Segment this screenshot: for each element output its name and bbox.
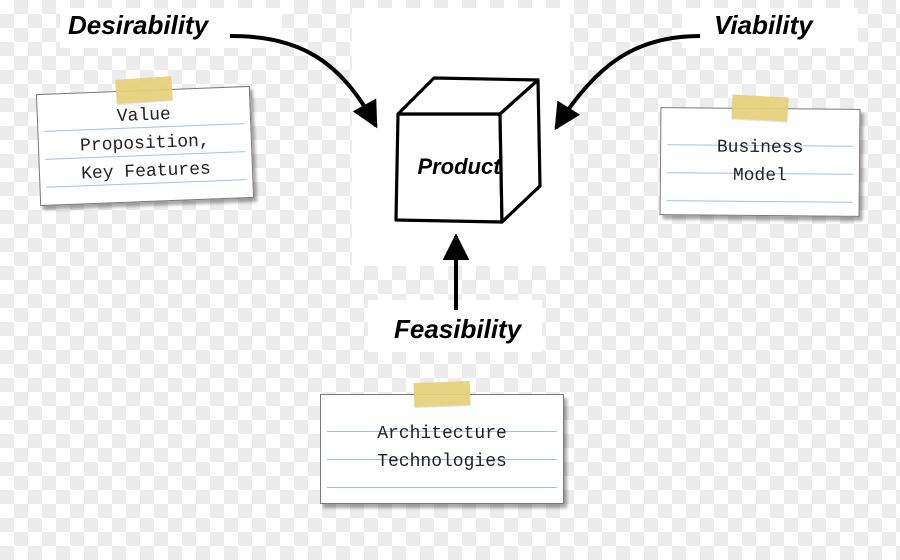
tape-icon — [115, 76, 173, 104]
card-line: Architecture — [331, 421, 553, 449]
feasibility-card: Architecture Technologies — [320, 394, 564, 504]
arrow-desirability — [230, 36, 376, 126]
card-line: Key Features — [50, 155, 243, 190]
tape-icon — [731, 95, 788, 122]
card-line: Business — [671, 134, 849, 163]
card-line: Model — [671, 162, 849, 191]
card-line: Technologies — [331, 449, 553, 477]
viability-card: Business Model — [660, 107, 861, 217]
desirability-card: Value Proposition, Key Features — [36, 86, 254, 206]
diagram-stage: Desirability Viability Feasibility Produ… — [0, 0, 900, 560]
tape-icon — [414, 381, 471, 407]
